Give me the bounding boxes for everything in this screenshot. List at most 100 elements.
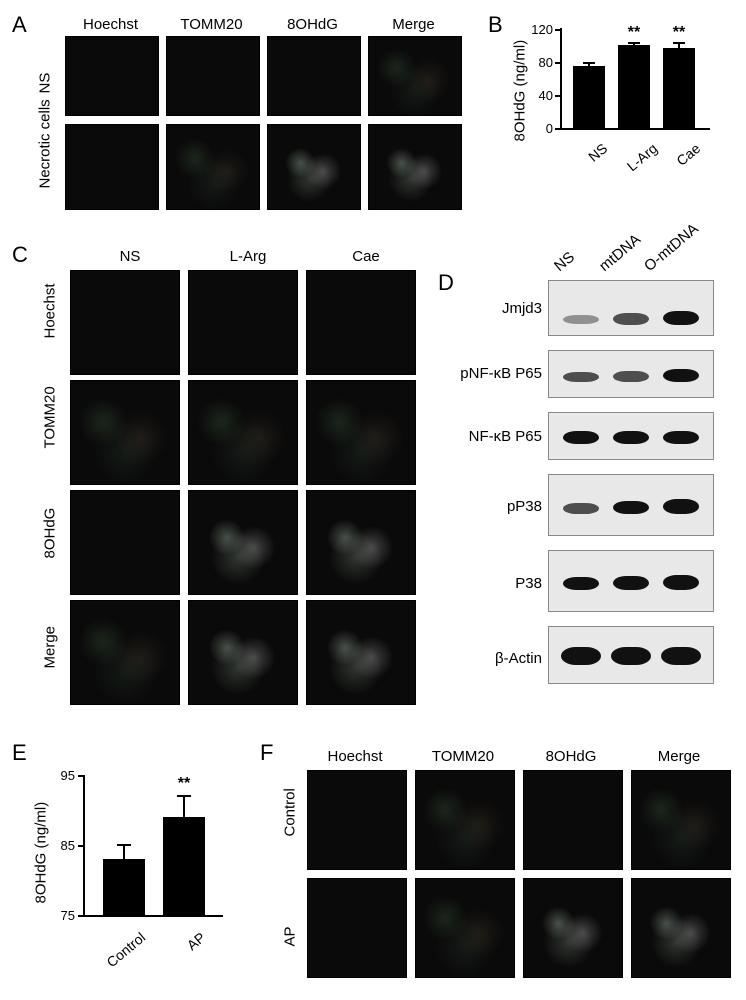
panel-f-image	[307, 878, 407, 978]
y-tick	[555, 62, 560, 64]
panel-c-row-8ohdg: 8OHdG	[42, 539, 59, 559]
panel-e-ylabel: 8OHdG (ng/ml)	[33, 784, 50, 904]
blot-actin	[548, 626, 714, 684]
panel-c-image	[188, 490, 298, 595]
panel-c-image	[306, 380, 416, 485]
blot-nfkb	[548, 412, 714, 460]
panel-c-image	[70, 270, 180, 375]
panel-c-image	[188, 600, 298, 705]
panel-a-col-tomm20: TOMM20	[164, 16, 259, 33]
panel-c-row-merge: Merge	[42, 649, 59, 669]
blot-label-jmjd3: Jmjd3	[450, 300, 542, 317]
panel-a-image	[166, 36, 260, 116]
panel-c-row-hoechst: Hoechst	[42, 319, 59, 339]
blot-label-pp38: pP38	[450, 498, 542, 515]
blot-jmjd3	[548, 280, 714, 336]
panel-c-col-larg: L-Arg	[193, 248, 303, 265]
panel-a-image	[267, 124, 361, 210]
y-tick-label: 75	[50, 908, 75, 923]
cat-larg: L-Arg	[619, 140, 660, 178]
y-tick-label: 85	[50, 838, 75, 853]
panel-c-image	[306, 490, 416, 595]
blot-pnfkb	[548, 350, 714, 398]
cat-cae: Cae	[666, 140, 703, 175]
panel-d-col-ns: NS	[551, 249, 578, 275]
bar-ns	[573, 66, 605, 128]
panel-a-row-ns: NS	[37, 74, 54, 94]
panel-a-image	[368, 124, 462, 210]
err-cap	[117, 844, 131, 846]
err-cap	[583, 62, 595, 64]
y-tick-label: 95	[50, 768, 75, 783]
x-axis	[560, 128, 710, 130]
blot-label-nfkb: NF-κB P65	[450, 428, 542, 445]
panel-d-col-mtdna: mtDNA	[596, 231, 644, 275]
panel-c-image	[188, 380, 298, 485]
panel-f-label: F	[260, 740, 273, 766]
panel-c-row-tomm20: TOMM20	[42, 429, 59, 449]
y-tick-label: 80	[528, 55, 553, 70]
y-axis	[560, 28, 562, 128]
panel-c-image	[306, 270, 416, 375]
panel-a-image	[368, 36, 462, 116]
sig-larg: **	[620, 24, 648, 42]
y-tick	[78, 915, 83, 917]
bar-cae	[663, 48, 695, 128]
bar-ap	[163, 817, 205, 915]
panel-c-image	[70, 490, 180, 595]
y-tick-label: 0	[528, 121, 553, 136]
cat-ns: NS	[577, 140, 610, 172]
y-tick	[555, 29, 560, 31]
panel-a-image	[65, 36, 159, 116]
panel-c-image	[188, 270, 298, 375]
panel-f-col-hoechst: Hoechst	[305, 748, 405, 765]
cat-ap: AP	[171, 929, 208, 964]
y-tick-label: 120	[522, 22, 553, 37]
bar-larg	[618, 45, 650, 128]
x-axis	[83, 915, 223, 917]
blot-label-pnfkb: pNF-κB P65	[450, 365, 542, 382]
panel-c-col-ns: NS	[75, 248, 185, 265]
panel-f-image	[523, 770, 623, 870]
y-tick	[78, 845, 83, 847]
err-cap	[177, 795, 191, 797]
sig-cae: **	[665, 24, 693, 42]
blot-label-actin: β-Actin	[450, 650, 542, 667]
panel-a-image	[166, 124, 260, 210]
panel-f-image	[631, 878, 731, 978]
panel-a-label: A	[12, 12, 27, 38]
y-axis	[83, 775, 85, 915]
panel-a-image	[65, 124, 159, 210]
panel-f-row-ap: AP	[282, 927, 299, 947]
panel-c-image	[70, 380, 180, 485]
panel-e-chart: 8OHdG (ng/ml) 75 85 95 ** Control AP	[28, 755, 258, 975]
panel-f-col-tomm20: TOMM20	[413, 748, 513, 765]
panel-f-image	[415, 878, 515, 978]
panel-b-ylabel: 8OHdG (ng/ml)	[512, 22, 529, 142]
blot-pp38	[548, 474, 714, 536]
sig-ap: **	[168, 775, 200, 793]
panel-f-image	[523, 878, 623, 978]
panel-f-col-8ohdg: 8OHdG	[521, 748, 621, 765]
panel-c-col-cae: Cae	[311, 248, 421, 265]
panel-f-image	[415, 770, 515, 870]
err-bar	[123, 845, 125, 859]
panel-a-row-necrotic: Necrotic cells	[37, 169, 54, 189]
y-tick-label: 40	[528, 88, 553, 103]
cat-control: Control	[96, 929, 148, 977]
panel-d-label: D	[438, 270, 454, 296]
panel-c-image	[70, 600, 180, 705]
panel-a-col-merge: Merge	[366, 16, 461, 33]
panel-f-image	[631, 770, 731, 870]
panel-f-col-merge: Merge	[629, 748, 729, 765]
err-cap	[628, 42, 640, 44]
panel-f-row-control: Control	[282, 817, 299, 837]
panel-f-image	[307, 770, 407, 870]
panel-a-col-hoechst: Hoechst	[63, 16, 158, 33]
panel-c-label: C	[12, 242, 28, 268]
blot-label-p38: P38	[450, 575, 542, 592]
y-tick	[78, 775, 83, 777]
blot-p38	[548, 550, 714, 612]
panel-b-chart: 8OHdG (ng/ml) 0 40 80 120 ** ** NS L-Arg…	[510, 18, 730, 178]
err-bar	[183, 796, 185, 817]
